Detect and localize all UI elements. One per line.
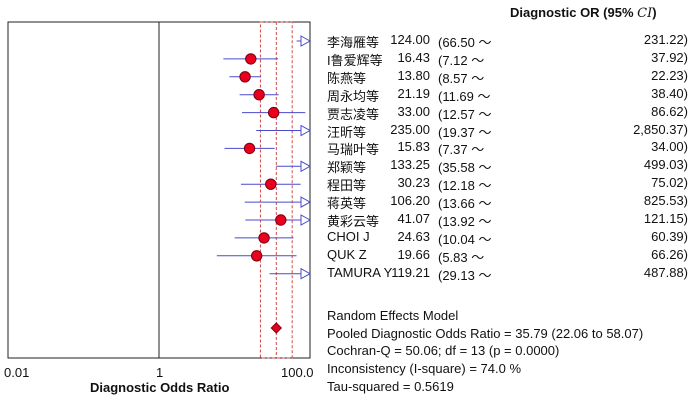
x-tick-label: 0.01 — [4, 365, 30, 380]
ci-overflow-arrow — [300, 35, 312, 47]
ci-lower: (29.13 ～ — [438, 267, 492, 283]
ci-upper: 487.88) — [643, 264, 688, 280]
study-label: I鲁爱辉等 — [327, 52, 383, 68]
ci-overflow-arrow — [300, 160, 312, 173]
study-label: TAMURA Y — [327, 264, 393, 280]
ci-upper: 121.15) — [643, 211, 688, 226]
or-value: 133.25 — [390, 157, 430, 173]
x-axis-label: Diagnostic Odds Ratio — [90, 380, 230, 395]
or-value: 124.00 — [390, 32, 430, 47]
ci-lower: (7.12 ～ — [438, 52, 485, 68]
or-value: 21.19 — [397, 85, 430, 101]
study-point — [245, 53, 257, 65]
study-label: 贾志凌等 — [327, 106, 380, 122]
ci-lower: (8.57 ～ — [438, 70, 485, 86]
ci-upper: 231.22) — [643, 32, 688, 47]
ci-lower: (11.69 ～ — [438, 88, 491, 104]
or-value: 13.80 — [397, 67, 430, 83]
ci-overflow-arrow — [300, 124, 312, 137]
summary-statistics: Random Effects Model Pooled Diagnostic O… — [327, 307, 643, 396]
study-label: QUK Z — [327, 246, 367, 262]
or-value: 19.66 — [397, 246, 430, 262]
study-label: 陈燕等 — [327, 70, 367, 86]
ci-lower: (12.57 ～ — [438, 106, 492, 122]
or-value: 33.00 — [397, 103, 430, 119]
or-value: 119.21 — [391, 264, 430, 280]
ci-lower: (13.66 ～ — [438, 196, 492, 212]
pooled-diamond — [270, 322, 283, 334]
study-point — [243, 142, 256, 155]
ci-upper: 86.62) — [651, 103, 688, 119]
ci-overflow-arrow — [300, 214, 312, 226]
study-label: 郑颖等 — [327, 160, 367, 176]
ci-lower: (12.18 ～ — [438, 178, 492, 194]
or-value: 30.23 — [397, 175, 430, 191]
ci-upper: 66.26) — [651, 246, 688, 262]
column-header: Diagnostic OR (95% CI) — [510, 5, 657, 21]
study-point — [258, 232, 270, 244]
ci-lower: (35.58 ～ — [438, 160, 492, 176]
study-point — [275, 214, 287, 226]
ci-upper: 75.02) — [651, 175, 688, 191]
summary-line: Tau-squared = 0.5619 — [327, 378, 454, 394]
study-label: 周永均等 — [327, 88, 380, 104]
ci-lower: (13.92 ～ — [438, 214, 492, 229]
summary-line: Random Effects Model — [327, 308, 459, 323]
study-point — [265, 178, 277, 190]
x-tick-label: 1 — [156, 365, 164, 380]
ci-upper: 60.39) — [651, 228, 688, 244]
study-point — [253, 89, 265, 101]
study-label: 马瑞叶等 — [327, 142, 380, 158]
or-value: 15.83 — [397, 139, 430, 155]
or-value: 16.43 — [397, 49, 430, 65]
ci-upper: 825.53) — [643, 193, 688, 209]
ci-lower: (19.37 ～ — [438, 124, 492, 140]
ci-lower: (5.83 ～ — [438, 249, 485, 265]
study-label: 李海雁等 — [327, 35, 380, 50]
ci-upper: 2,850.37) — [633, 121, 688, 137]
ci-upper: 34.00) — [651, 139, 688, 155]
ci-upper: 22.23) — [651, 67, 688, 83]
study-label: 黄彩云等 — [327, 214, 380, 229]
study-label: CHOI J — [327, 228, 370, 244]
or-value: 106.20 — [390, 193, 430, 209]
study-point — [267, 106, 280, 119]
ci-lower: (10.04 ～ — [438, 231, 492, 247]
or-value: 235.00 — [390, 121, 430, 137]
summary-line: Pooled Diagnostic Odds Ratio = 35.79 (22… — [327, 325, 644, 341]
ci-upper: 38.40) — [651, 85, 688, 101]
ci-lower: (7.37 ～ — [438, 142, 485, 158]
ci-overflow-arrow — [300, 267, 312, 280]
study-point — [239, 71, 251, 83]
summary-line: Cochran-Q = 50.06; df = 13 (p = 0.0000) — [327, 343, 560, 359]
or-value: 24.63 — [397, 228, 430, 244]
or-value: 41.07 — [397, 211, 430, 226]
x-tick-label: 100.0 — [281, 365, 314, 380]
ci-upper: 37.92) — [651, 49, 688, 65]
study-label: 汪昕等 — [327, 124, 367, 140]
study-label: 程田等 — [327, 178, 367, 194]
summary-line: Inconsistency (I-square) = 74.0 % — [327, 361, 522, 377]
study-label: 蒋英等 — [327, 196, 367, 212]
study-point — [250, 250, 263, 262]
ci-lower: (66.50 ～ — [438, 35, 492, 50]
ci-upper: 499.03) — [643, 157, 688, 173]
ci-overflow-arrow — [300, 196, 312, 208]
